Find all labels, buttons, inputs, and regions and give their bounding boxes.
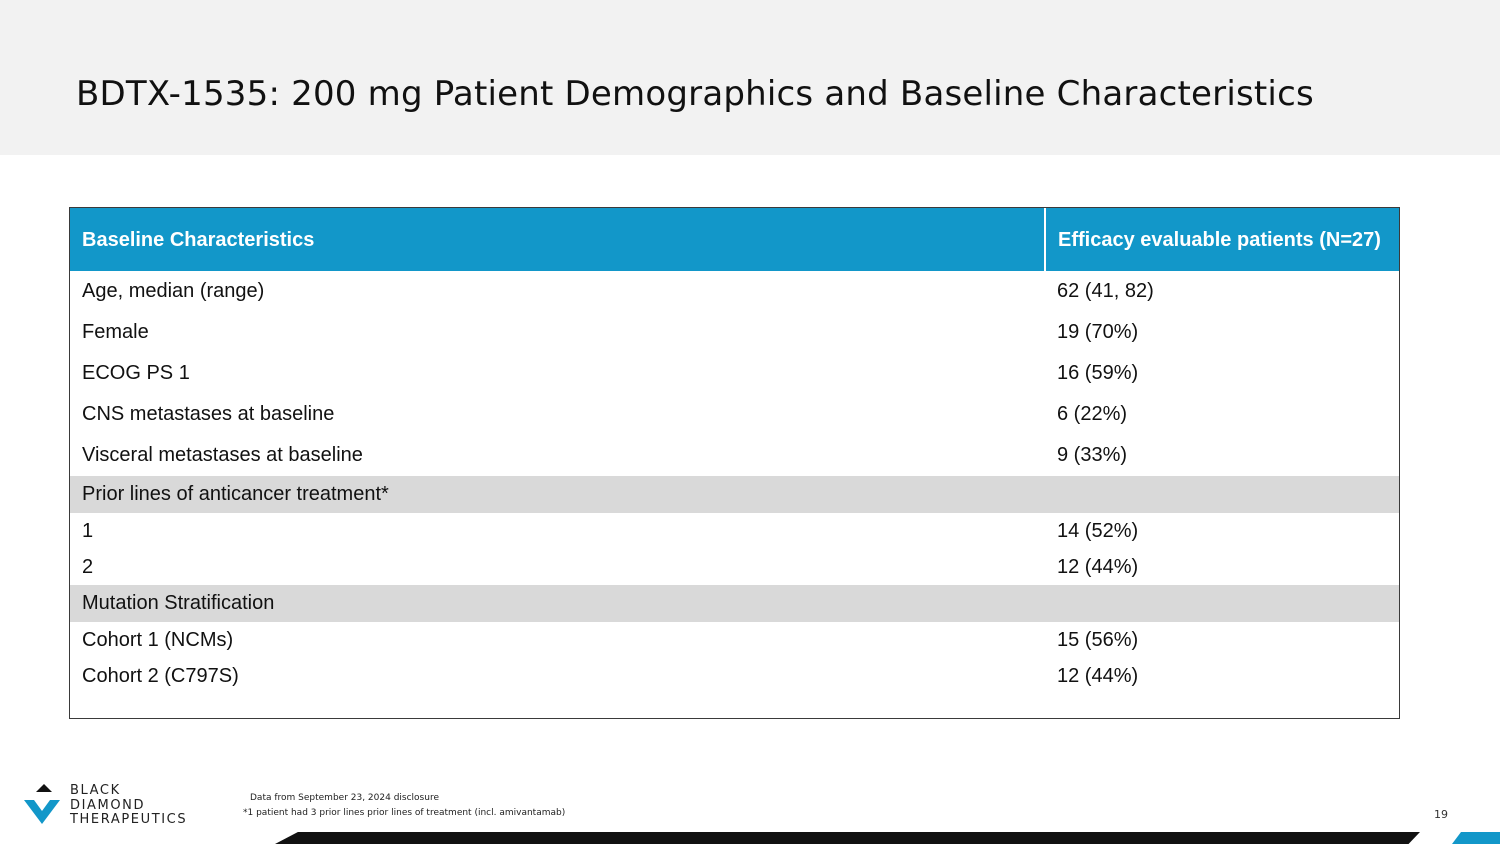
table-row: Visceral metastases at baseline 9 (33%) [70, 435, 1399, 476]
section-label: Prior lines of anticancer treatment* [70, 476, 1045, 513]
row-label: 1 [82, 519, 94, 542]
table-row: Female 19 (70%) [70, 312, 1399, 353]
row-value: 14 (52%) [1057, 519, 1139, 542]
row-value: 16 (59%) [1057, 362, 1139, 384]
section-row-prior-lines: Prior lines of anticancer treatment* [70, 476, 1399, 513]
title-band [0, 0, 1500, 155]
row-label: Cohort 1 (NCMs) [82, 628, 234, 651]
header-baseline-characteristics: Baseline Characteristics [70, 208, 1045, 271]
row-value: 12 (44%) [1057, 555, 1139, 578]
table-row: 2 12 (44%) [70, 549, 1399, 585]
row-label: ECOG PS 1 [82, 362, 190, 384]
section-value-empty [1045, 476, 1399, 513]
row-value: 12 (44%) [1057, 664, 1139, 687]
row-label: Visceral metastases at baseline [82, 444, 363, 466]
row-label: Cohort 2 (C797S) [82, 664, 239, 687]
table-header-row: Baseline Characteristics Efficacy evalua… [70, 208, 1399, 271]
source-note: Data from September 23, 2024 disclosure [250, 793, 439, 803]
table-row: ECOG PS 1 16 (59%) [70, 353, 1399, 394]
slide-title: BDTX-1535: 200 mg Patient Demographics a… [76, 74, 1314, 114]
footnote: *1 patient had 3 prior lines prior lines… [243, 808, 566, 818]
table-row: 1 14 (52%) [70, 513, 1399, 549]
footer-accent-bar [1452, 832, 1500, 844]
baseline-characteristics-table: Baseline Characteristics Efficacy evalua… [69, 207, 1400, 719]
logo-line-diamond: DIAMOND [70, 797, 146, 813]
row-label: Female [82, 321, 149, 343]
table-row: Age, median (range) 62 (41, 82) [70, 271, 1399, 312]
table-row: CNS metastases at baseline 6 (22%) [70, 394, 1399, 435]
section-value-empty [1045, 585, 1399, 622]
row-value: 19 (70%) [1057, 321, 1139, 343]
table-row: Cohort 2 (C797S) 12 (44%) [70, 658, 1399, 694]
footer-bar [275, 832, 1420, 844]
diamond-logo-icon [24, 784, 60, 824]
header-efficacy-evaluable: Efficacy evaluable patients (N=27) [1044, 208, 1399, 271]
row-label: 2 [82, 555, 94, 578]
logo-line-black: BLACK [70, 783, 121, 798]
section-label: Mutation Stratification [70, 585, 1045, 622]
section-row-mutation-stratification: Mutation Stratification [70, 585, 1399, 622]
row-value: 15 (56%) [1057, 628, 1139, 651]
row-label: Age, median (range) [82, 280, 265, 302]
table-row: Cohort 1 (NCMs) 15 (56%) [70, 622, 1399, 658]
row-label: CNS metastases at baseline [82, 403, 335, 425]
page-number: 19 [1434, 808, 1448, 821]
black-diamond-logo: BLACK DIAMOND THERAPEUTICS [22, 783, 212, 829]
row-value: 62 (41, 82) [1057, 280, 1154, 302]
logo-line-therapeutics: THERAPEUTICS [70, 812, 188, 827]
row-value: 9 (33%) [1057, 444, 1128, 466]
row-value: 6 (22%) [1057, 403, 1128, 425]
logo-wordmark: BLACK DIAMOND THERAPEUTICS [70, 783, 188, 828]
